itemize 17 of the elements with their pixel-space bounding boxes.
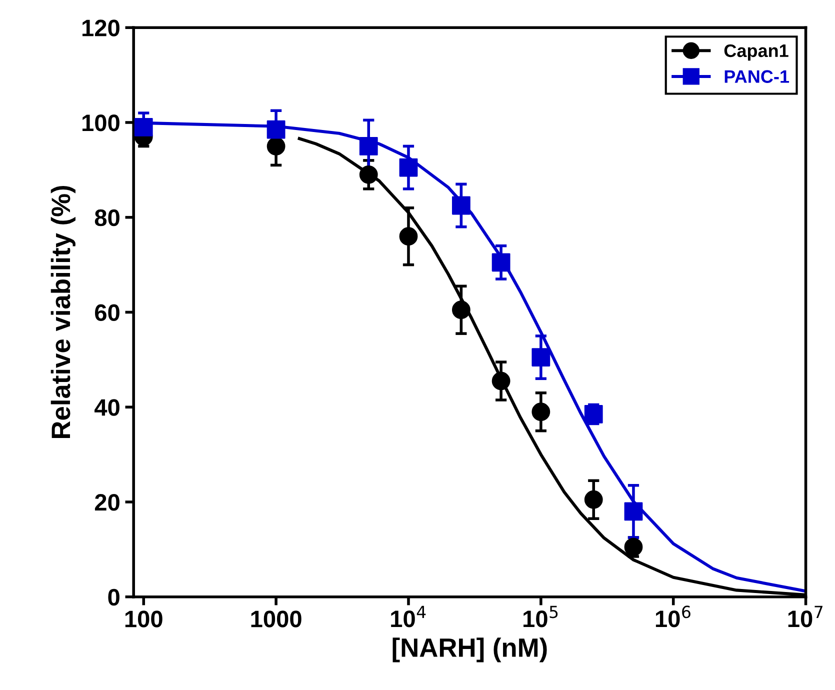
x-axis-title: [NARH] (nM) [392, 638, 547, 662]
y-axis-title: Relative viability (%) [50, 186, 76, 438]
y-tick-label: 100 [82, 114, 120, 132]
legend-label: PANC-1 [724, 70, 790, 83]
y-tick-label: 40 [94, 399, 120, 416]
x-tick-label: 10$^{4}$ [391, 606, 426, 628]
y-tick-label: 60 [95, 304, 120, 322]
x-tick-label: 10$^{7}$ [788, 606, 822, 628]
x-tick-label: 10$^{5}$ [524, 606, 558, 628]
y-tick-label: 0 [108, 588, 120, 606]
x-tick-label: 100 [125, 610, 162, 628]
y-tick-label: 20 [94, 494, 120, 511]
y-tick-label: 80 [94, 209, 120, 226]
y-tick-label: 120 [82, 20, 120, 36]
legend-label: Capan1 [724, 44, 788, 61]
x-tick-label: 1000 [251, 610, 302, 628]
x-tick-label: 10$^{6}$ [656, 606, 690, 628]
